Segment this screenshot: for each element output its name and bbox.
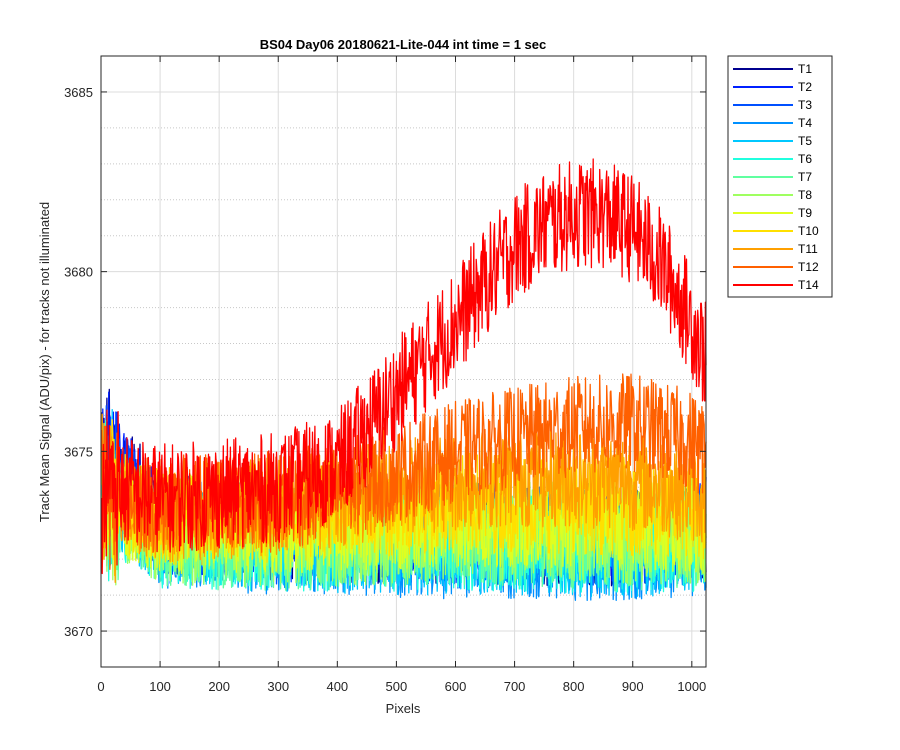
legend-label-T11: T11 (798, 242, 818, 256)
chart-title: BS04 Day06 20180621-Lite-044 int time = … (260, 37, 547, 52)
legend-label-T9: T9 (798, 206, 812, 220)
x-tick-label: 100 (149, 679, 171, 694)
series-lines (100, 158, 707, 602)
legend-label-T4: T4 (798, 116, 812, 130)
legend-label-T5: T5 (798, 134, 812, 148)
x-tick-label: 1000 (677, 679, 706, 694)
y-tick-labels: 3670 3675 3680 3685 (64, 85, 93, 639)
x-tick-label: 0 (97, 679, 104, 694)
legend-label-T8: T8 (798, 188, 812, 202)
legend-label-T7: T7 (798, 170, 812, 184)
x-tick-label: 700 (504, 679, 526, 694)
y-tick-label: 3675 (64, 444, 93, 459)
y-tick-label: 3670 (64, 624, 93, 639)
legend-label-T1: T1 (798, 62, 812, 76)
y-tick-label: 3680 (64, 265, 93, 280)
legend-label-T3: T3 (798, 98, 812, 112)
axes-box (100, 55, 707, 668)
x-tick-label: 600 (445, 679, 467, 694)
axis-ticks (100, 56, 706, 667)
legend-label-T6: T6 (798, 152, 812, 166)
x-tick-label: 300 (267, 679, 289, 694)
x-tick-label: 900 (622, 679, 644, 694)
legend-label-T14: T14 (798, 278, 819, 292)
x-tick-label: 500 (386, 679, 408, 694)
legend: T1 T2 T3 T4 T5 T6 T7 T8 T9 T10 T11 T12 T14 (727, 55, 833, 298)
legend-label-T2: T2 (798, 80, 812, 94)
x-tick-label: 200 (208, 679, 230, 694)
legend-label-T12: T12 (798, 260, 819, 274)
y-axis-label: Track Mean Signal (ADU/pix) - for tracks… (37, 202, 52, 522)
x-axis-label: Pixels (386, 701, 421, 716)
x-tick-labels: 0 100 200 300 400 500 600 700 800 900 1000 (97, 679, 706, 694)
x-tick-label: 400 (326, 679, 348, 694)
legend-label-T10: T10 (798, 224, 819, 238)
x-tick-label: 800 (563, 679, 585, 694)
series-line-T14 (100, 158, 707, 575)
y-tick-label: 3685 (64, 85, 93, 100)
